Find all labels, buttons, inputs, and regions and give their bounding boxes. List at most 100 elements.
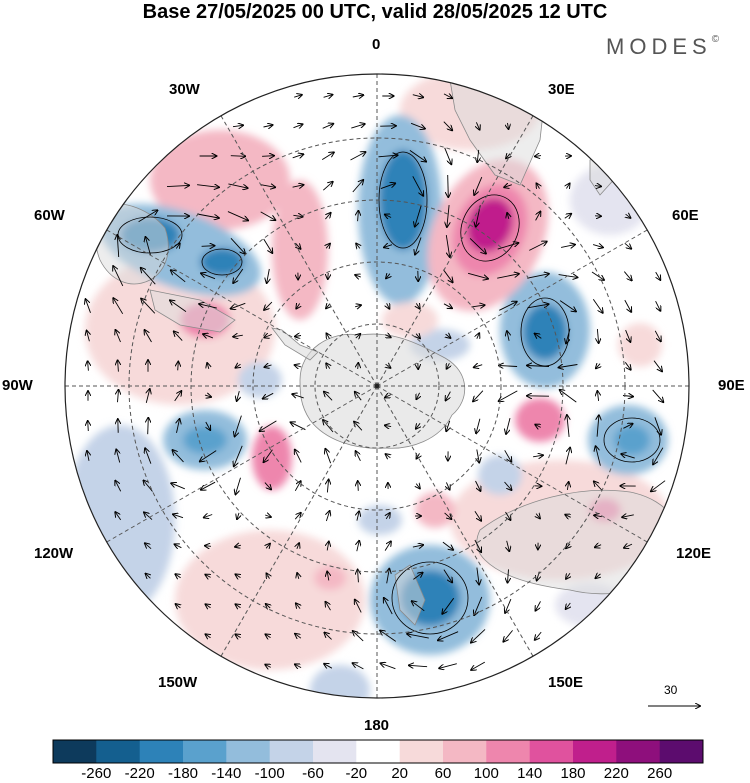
wind-vector — [296, 242, 301, 249]
lon-label-150e: 150E — [548, 674, 584, 691]
wind-vector — [448, 174, 449, 197]
wind-vector — [499, 366, 518, 367]
wind-vector — [416, 484, 420, 489]
map-content — [65, 74, 689, 698]
wind-vector — [566, 544, 570, 548]
wind-vector — [267, 573, 270, 578]
anomaly-positive-patch — [314, 566, 346, 590]
colorbar-segment — [53, 740, 97, 763]
wind-vector — [416, 303, 419, 308]
wind-vectors — [86, 94, 666, 670]
wind-vector — [412, 545, 423, 547]
wind-vector — [476, 122, 479, 129]
colorbar-segment — [443, 740, 487, 763]
wind-vector — [266, 634, 271, 637]
wind-vector — [86, 299, 91, 313]
wind-vector — [506, 154, 510, 159]
wind-vector — [416, 392, 419, 399]
wind-vector — [206, 604, 211, 607]
wind-vector — [444, 147, 452, 164]
wind-vector — [357, 541, 359, 552]
wind-vector — [475, 480, 481, 491]
colorbar-tick-label: -20 — [345, 765, 368, 782]
wind-vector — [206, 634, 211, 637]
wind-vector — [446, 391, 451, 401]
wind-vector — [446, 482, 449, 489]
colorbar-segment — [529, 740, 574, 763]
wind-vector — [324, 633, 332, 640]
wind-vector — [443, 304, 452, 308]
wind-vector — [231, 302, 246, 308]
wind-vector — [407, 634, 429, 639]
colorbar-tick-label: -260 — [81, 765, 112, 782]
wind-vector — [146, 237, 151, 256]
wind-vector — [352, 180, 363, 193]
wind-vector — [87, 331, 90, 342]
wind-vector — [566, 328, 571, 344]
anomaly-positive-patch — [150, 130, 290, 230]
wind-vector — [471, 305, 485, 307]
wind-vector — [446, 334, 451, 338]
colorbar-tick-label: 180 — [560, 765, 586, 782]
wind-vector — [386, 513, 390, 520]
wind-vector — [227, 211, 248, 221]
wind-vector — [409, 665, 428, 666]
wind-vector — [508, 122, 509, 129]
wind-vector — [177, 419, 180, 433]
wind-vector — [412, 95, 423, 98]
wind-vector — [597, 328, 598, 343]
wind-vector — [235, 545, 242, 547]
wind-vector — [175, 574, 180, 578]
anomaly-positive-patch — [382, 302, 438, 338]
wind-vector — [353, 663, 364, 670]
colorbar-segment — [96, 740, 141, 763]
wind-vector — [358, 211, 359, 222]
wind-vector — [381, 663, 396, 670]
wind-vector — [264, 449, 273, 462]
wind-vector — [176, 244, 179, 249]
wind-vector — [622, 515, 634, 517]
wind-vector — [656, 271, 661, 280]
wind-vector — [385, 395, 392, 398]
lon-label-30e: 30E — [548, 81, 575, 98]
wind-vector — [476, 418, 481, 434]
new-zealand-land — [394, 564, 426, 626]
graticule — [65, 74, 689, 698]
wind-vector — [178, 362, 179, 371]
lon-label-180: 180 — [364, 717, 390, 734]
wind-vector — [351, 124, 364, 129]
wind-vector — [355, 275, 361, 277]
wind-vector — [443, 569, 452, 583]
anomaly-negative-patch — [65, 425, 175, 615]
wind-vector — [264, 335, 272, 338]
wind-vector — [654, 330, 661, 341]
wind-vector — [535, 156, 542, 157]
wind-vector — [474, 365, 483, 368]
wind-vector — [263, 125, 273, 127]
wind-vector — [417, 453, 420, 458]
wind-vector — [651, 480, 666, 492]
wind-vector — [386, 454, 391, 458]
wind-vector — [201, 481, 216, 490]
wind-vector — [624, 242, 631, 248]
colorbar-tick-label: 260 — [647, 765, 673, 782]
lon-label-120e: 120E — [676, 545, 712, 562]
wind-vector — [624, 544, 633, 548]
wind-vector — [497, 243, 519, 250]
colorbar-segment — [269, 740, 314, 763]
colorbar-tick-label: 60 — [434, 765, 452, 782]
wind-vector — [529, 242, 546, 251]
wind-vector — [326, 363, 330, 368]
wind-vector — [507, 213, 509, 220]
wind-vector — [174, 391, 182, 402]
wind-vector — [415, 237, 422, 255]
colorbar-tick-label: 20 — [391, 765, 409, 782]
wind-vector — [596, 446, 601, 466]
wind-vector — [560, 390, 577, 403]
wind-vector — [412, 176, 423, 195]
wind-vector — [385, 335, 390, 338]
meridian-line — [220, 385, 378, 657]
colorbar-segment — [356, 740, 401, 763]
anomaly-negative-patch — [570, 165, 650, 235]
